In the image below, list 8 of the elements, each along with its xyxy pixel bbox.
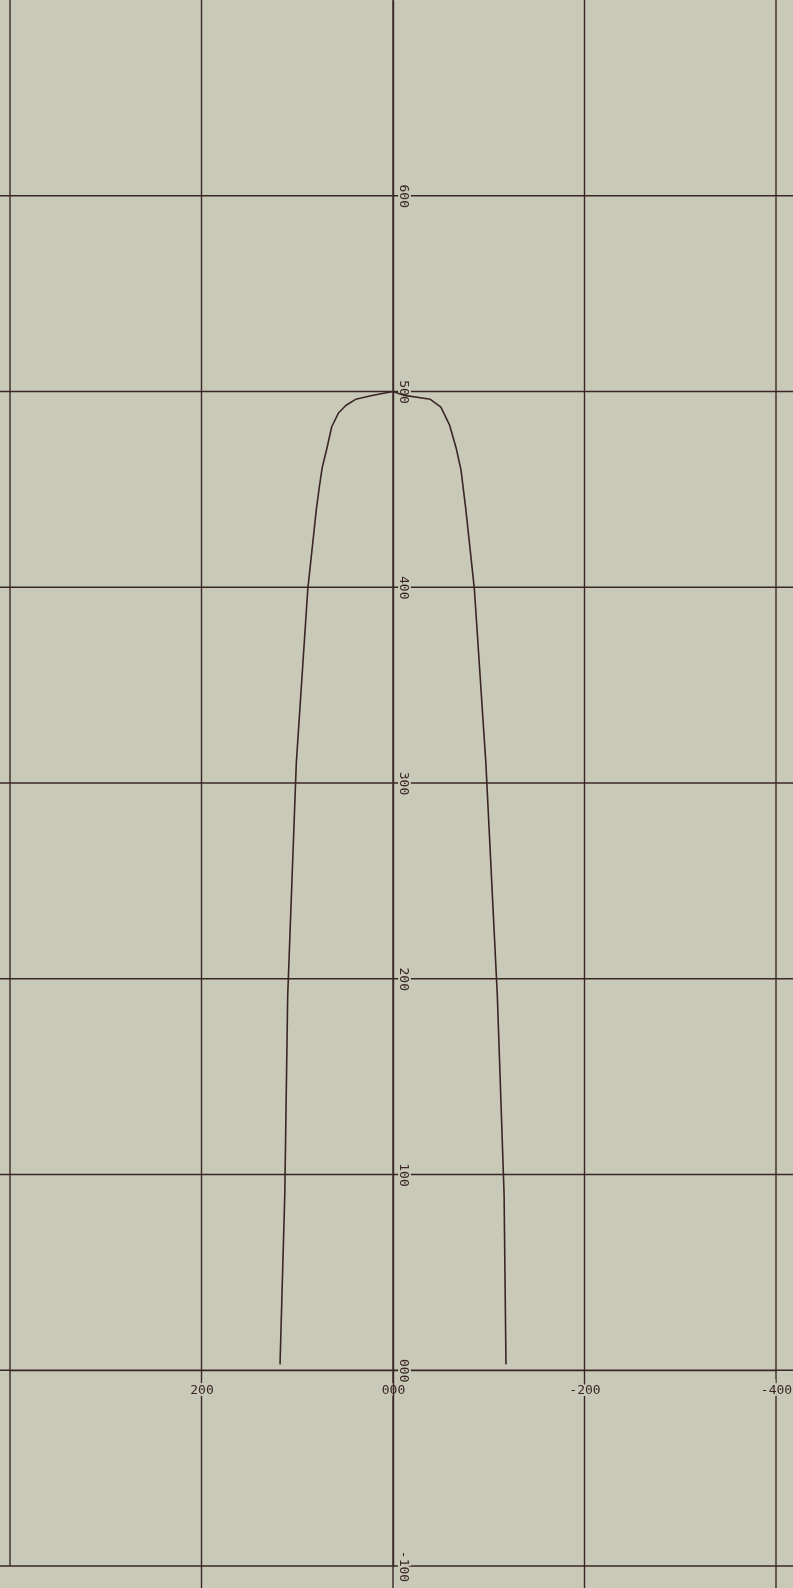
y-tick-label: 400 [396,576,412,600]
y-tick-label: 200 [396,967,412,991]
y-tick-label: 500 [396,380,412,404]
y-tick-label: 100 [396,1163,412,1187]
y-tick-label: 600 [396,184,412,208]
y-tick-label: 000 [396,1359,412,1383]
y-tick-label: -100 [396,1550,412,1583]
y-tick-label: 300 [396,771,412,796]
